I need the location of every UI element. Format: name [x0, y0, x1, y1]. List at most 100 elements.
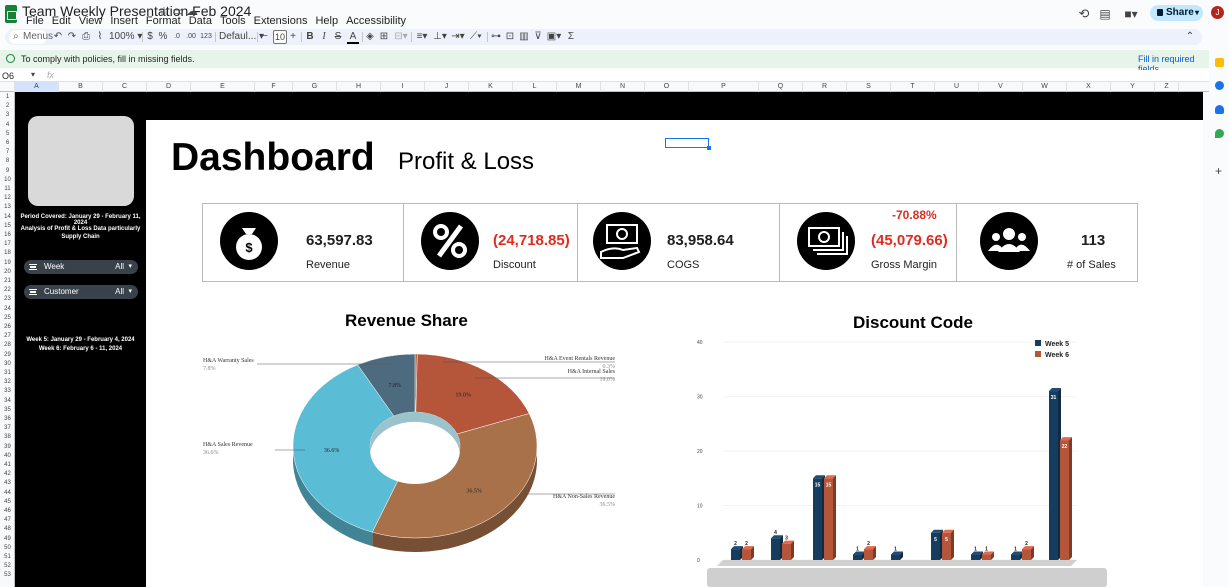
number-format-button[interactable]: 123	[200, 33, 212, 40]
row-header-32[interactable]: 32	[4, 379, 11, 386]
undo-icon[interactable]: ↶	[53, 31, 63, 42]
menu-file[interactable]: File	[26, 15, 44, 27]
selected-cell[interactable]	[665, 138, 709, 148]
column-header-U[interactable]: U	[935, 82, 979, 92]
text-wrapping-icon[interactable]: ⇥▾	[451, 31, 465, 42]
row-header-43[interactable]: 43	[4, 480, 11, 487]
fill-required-fields-link[interactable]: Fill in required fields	[1138, 54, 1195, 74]
row-header-12[interactable]: 12	[4, 195, 11, 202]
sheet-canvas[interactable]: Period Covered: January 29 - February 11…	[15, 92, 1203, 587]
bar[interactable]	[813, 478, 822, 560]
row-header-36[interactable]: 36	[4, 416, 11, 422]
row-header-21[interactable]: 21	[4, 278, 11, 284]
legend-label[interactable]: Week 5	[1045, 341, 1069, 348]
row-header-52[interactable]: 52	[4, 563, 11, 570]
row-header-40[interactable]: 40	[4, 452, 11, 459]
filter-views-icon[interactable]: ▣▾	[546, 31, 562, 42]
sheets-logo-icon[interactable]	[5, 5, 17, 23]
bar[interactable]	[782, 543, 791, 560]
document-title[interactable]: Team Weekly Presentation Feb 2024	[22, 3, 252, 19]
column-header-C[interactable]: C	[103, 82, 147, 92]
version-history-icon[interactable]: ⟲	[1078, 6, 1090, 21]
row-header-30[interactable]: 30	[4, 360, 11, 367]
row-header-46[interactable]: 46	[4, 508, 11, 514]
bar[interactable]	[731, 549, 740, 560]
star-icon[interactable]: ☆	[158, 4, 170, 18]
bold-icon[interactable]: B	[306, 31, 314, 42]
menu-format[interactable]: Format	[145, 15, 181, 27]
row-header-39[interactable]: 39	[4, 443, 11, 450]
column-header-V[interactable]: V	[979, 82, 1023, 92]
menu-data[interactable]: Data	[188, 15, 212, 27]
cloud-status-icon[interactable]: ☁	[186, 4, 198, 18]
row-header-6[interactable]: 6	[5, 140, 10, 146]
increase-decimal-button[interactable]: .00	[186, 33, 196, 40]
row-header-49[interactable]: 49	[4, 535, 11, 542]
row-header-45[interactable]: 45	[4, 498, 11, 505]
column-header-A[interactable]: A	[15, 82, 59, 92]
font-size-increase-button[interactable]: +	[290, 31, 296, 42]
column-header-L[interactable]: L	[513, 82, 557, 92]
add-ons-plus-icon[interactable]: +	[1215, 164, 1223, 178]
redo-icon[interactable]: ↷	[67, 31, 77, 42]
column-header-X[interactable]: X	[1067, 82, 1111, 92]
tasks-icon[interactable]	[1215, 81, 1224, 90]
menu-insert[interactable]: Insert	[110, 15, 138, 27]
row-header-4[interactable]: 4	[5, 121, 10, 128]
column-header-G[interactable]: G	[293, 82, 337, 92]
row-header-37[interactable]: 37	[4, 425, 11, 432]
column-header-J[interactable]: J	[425, 82, 469, 92]
row-header-28[interactable]: 28	[4, 342, 11, 349]
row-header-42[interactable]: 42	[4, 471, 11, 478]
row-header-33[interactable]: 33	[4, 388, 11, 395]
name-box[interactable]: O6	[2, 71, 15, 81]
row-header-18[interactable]: 18	[4, 250, 11, 257]
column-header-T[interactable]: T	[891, 82, 935, 92]
column-header-E[interactable]: E	[191, 82, 255, 92]
column-header-B[interactable]: B	[59, 82, 103, 92]
bar[interactable]	[1060, 440, 1069, 560]
maps-icon[interactable]	[1215, 129, 1224, 138]
row-header-25[interactable]: 25	[4, 314, 11, 321]
column-header-F[interactable]: F	[255, 82, 293, 92]
column-header-Q[interactable]: Q	[759, 82, 803, 92]
comments-icon[interactable]: ▤	[1099, 7, 1111, 21]
row-header-50[interactable]: 50	[4, 544, 11, 551]
column-header-M[interactable]: M	[557, 82, 601, 92]
column-header-H[interactable]: H	[337, 82, 381, 92]
row-header-38[interactable]: 38	[4, 434, 11, 441]
keep-icon[interactable]	[1215, 58, 1224, 67]
menu-tools[interactable]: Tools	[219, 15, 246, 27]
bar[interactable]	[824, 478, 833, 560]
italic-icon[interactable]: I	[322, 31, 326, 42]
column-header-Y[interactable]: Y	[1111, 82, 1155, 92]
row-header-9[interactable]: 9	[5, 167, 10, 174]
move-folder-icon[interactable]: ▭	[172, 4, 184, 18]
menu-edit[interactable]: Edit	[51, 15, 71, 27]
text-rotation-icon[interactable]: ⟋▾	[470, 31, 482, 42]
meet-icon[interactable]: ■▾	[1124, 7, 1138, 21]
menu-view[interactable]: View	[78, 15, 103, 27]
fill-color-icon[interactable]: ◈	[366, 31, 374, 42]
currency-format-button[interactable]: $	[147, 31, 153, 42]
row-header-17[interactable]: 17	[4, 241, 11, 248]
menu-extensions[interactable]: Extensions	[253, 15, 308, 27]
select-all-corner[interactable]	[0, 82, 15, 92]
bar[interactable]	[971, 554, 980, 560]
bar[interactable]	[931, 532, 940, 560]
column-header-R[interactable]: R	[803, 82, 847, 92]
column-header-P[interactable]: P	[689, 82, 759, 92]
bar[interactable]	[1022, 549, 1031, 560]
row-header-47[interactable]: 47	[4, 517, 11, 524]
row-header-16[interactable]: 16	[4, 232, 11, 238]
row-header-24[interactable]: 24	[4, 305, 11, 312]
bar[interactable]	[982, 554, 991, 560]
font-select[interactable]: Defaul... ▾	[219, 31, 265, 42]
bar[interactable]	[1011, 554, 1020, 560]
week-filter[interactable]: Week All ▾	[24, 260, 138, 274]
text-color-icon[interactable]: A	[347, 30, 359, 44]
row-header-11[interactable]: 11	[4, 186, 11, 192]
percent-format-button[interactable]: %	[158, 31, 168, 42]
column-header-N[interactable]: N	[601, 82, 645, 92]
column-header-I[interactable]: I	[381, 82, 425, 92]
